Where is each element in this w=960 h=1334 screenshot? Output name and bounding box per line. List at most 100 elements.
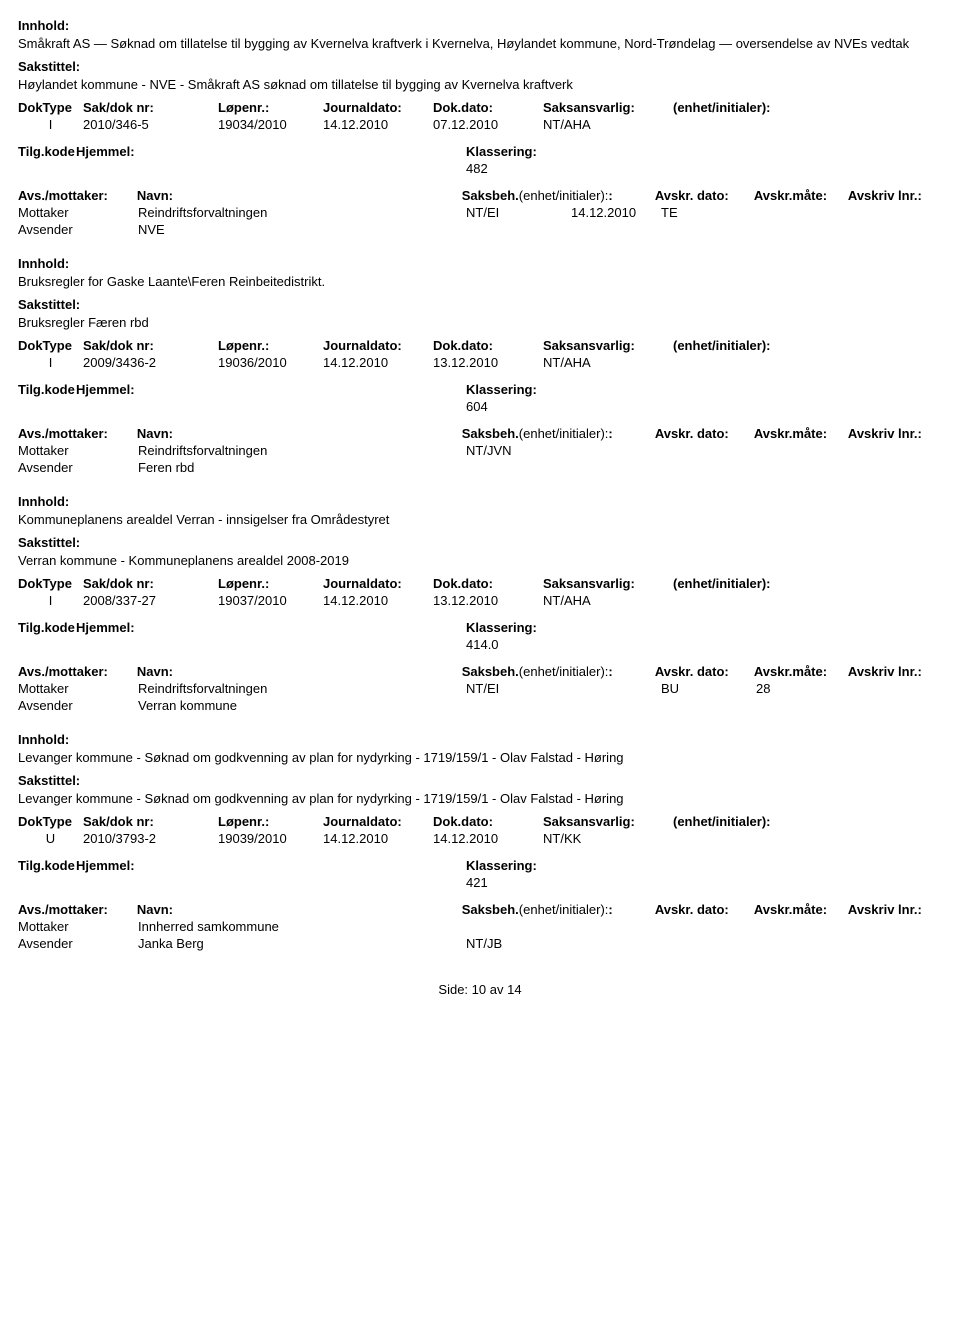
journaldato-header: Journaldato: [323, 99, 433, 116]
mottaker-saksbeh: NT/JVN [466, 442, 571, 459]
avskrivlnr-header: Avskriv lnr.: [848, 187, 942, 204]
hjemmel-value [76, 398, 466, 400]
avsender-avskrdato [571, 221, 661, 223]
sakstittel-text: Levanger kommune - Søknad om godkvenning… [18, 790, 942, 808]
saksbeh-header: Saksbeh.(enhet/initialer):: [462, 901, 655, 918]
lopenr-header: Løpenr.: [218, 337, 323, 354]
mottaker-avskrdato [571, 442, 661, 444]
mottaker-label: Mottaker [18, 918, 138, 935]
hjemmel-header: Hjemmel: [76, 619, 466, 636]
avskrdato-header: Avskr. dato: [655, 663, 754, 680]
avsender-navn: NVE [138, 221, 466, 238]
mottaker-avskrmate: BU [661, 680, 756, 697]
mottaker-row: MottakerReindriftsforvaltningenNT/EIBU28 [18, 680, 942, 697]
mottaker-avskrivlnr [756, 918, 851, 920]
klassering-header: Klassering: [466, 857, 586, 874]
enhet-value [673, 354, 813, 356]
avsender-label: Avsender [18, 459, 138, 476]
hjemmel-value-row: 421 [18, 874, 942, 891]
sakstittel-text: Høylandet kommune - NVE - Småkraft AS sø… [18, 76, 942, 94]
mottaker-saksbeh: NT/EI [466, 204, 571, 221]
avskrmate-header: Avskr.måte: [754, 663, 848, 680]
party-header-row: Avs./mottaker:Navn:Saksbeh.(enhet/initia… [18, 663, 942, 680]
journal-record: Innhold:Småkraft AS — Søknad om tillatel… [18, 18, 942, 238]
mottaker-label: Mottaker [18, 204, 138, 221]
enhet-header: (enhet/initialer): [673, 813, 813, 830]
sakdok-header: Sak/dok nr: [83, 337, 218, 354]
avskrivlnr-header: Avskriv lnr.: [848, 663, 942, 680]
enhet-value [673, 592, 813, 594]
sakstittel-label: Sakstittel: [18, 59, 942, 74]
mottaker-avskrmate [661, 918, 756, 920]
journaldato-value: 14.12.2010 [323, 592, 433, 609]
enhet-header: (enhet/initialer): [673, 575, 813, 592]
avsender-avskrdato [571, 935, 661, 937]
journal-record: Innhold:Bruksregler for Gaske Laante\Fer… [18, 256, 942, 476]
saksansvarlig-value: NT/AHA [543, 116, 673, 133]
navn-header: Navn: [137, 187, 462, 204]
meta-header-row: DokTypeSak/dok nr:Løpenr.:Journaldato:Do… [18, 575, 942, 592]
avsender-row: AvsenderVerran kommune [18, 697, 942, 714]
mottaker-label: Mottaker [18, 680, 138, 697]
doktype-header: DokType [18, 99, 83, 116]
avsender-avskrmate [661, 935, 756, 937]
journaldato-value: 14.12.2010 [323, 116, 433, 133]
mottaker-row: MottakerReindriftsforvaltningenNT/JVN [18, 442, 942, 459]
meta-header-row: DokTypeSak/dok nr:Løpenr.:Journaldato:Do… [18, 337, 942, 354]
sakdok-value: 2009/3436-2 [83, 354, 218, 371]
klassering-value: 414.0 [466, 636, 586, 653]
meta-value-row: I2008/337-2719037/201014.12.201013.12.20… [18, 592, 942, 609]
dokdato-header: Dok.dato: [433, 99, 543, 116]
avskrmate-header: Avskr.måte: [754, 187, 848, 204]
hjemmel-header-row: Tilg.kodeHjemmel:Klassering: [18, 381, 942, 398]
innhold-text: Levanger kommune - Søknad om godkvenning… [18, 749, 942, 767]
hjemmel-header: Hjemmel: [76, 857, 466, 874]
journaldato-header: Journaldato: [323, 813, 433, 830]
party-header-row: Avs./mottaker:Navn:Saksbeh.(enhet/initia… [18, 425, 942, 442]
avskrivlnr-header: Avskriv lnr.: [848, 901, 942, 918]
mottaker-avskrivlnr: 28 [756, 680, 851, 697]
hjemmel-value [76, 160, 466, 162]
tilgkode-value [18, 398, 76, 400]
avsender-label: Avsender [18, 935, 138, 952]
enhet-value [673, 116, 813, 118]
hjemmel-value [76, 874, 466, 876]
avskrmate-header: Avskr.måte: [754, 901, 848, 918]
mottaker-row: MottakerReindriftsforvaltningenNT/EI14.1… [18, 204, 942, 221]
hjemmel-value-row: 414.0 [18, 636, 942, 653]
innhold-label: Innhold: [18, 732, 942, 747]
innhold-text: Småkraft AS — Søknad om tillatelse til b… [18, 35, 942, 53]
klassering-value: 482 [466, 160, 586, 177]
hjemmel-value-row: 482 [18, 160, 942, 177]
mottaker-avskrdato: 14.12.2010 [571, 204, 661, 221]
avsender-avskrdato [571, 697, 661, 699]
mottaker-row: MottakerInnherred samkommune [18, 918, 942, 935]
hjemmel-header: Hjemmel: [76, 381, 466, 398]
mottaker-navn: Innherred samkommune [138, 918, 466, 935]
meta-header-row: DokTypeSak/dok nr:Løpenr.:Journaldato:Do… [18, 813, 942, 830]
meta-header-row: DokTypeSak/dok nr:Løpenr.:Journaldato:Do… [18, 99, 942, 116]
tilgkode-value [18, 874, 76, 876]
mottaker-navn: Reindriftsforvaltningen [138, 204, 466, 221]
lopenr-value: 19039/2010 [218, 830, 323, 847]
journaldato-value: 14.12.2010 [323, 354, 433, 371]
avsender-avskrivlnr [756, 697, 851, 699]
tilgkode-header: Tilg.kode [18, 619, 76, 636]
avskrmate-header: Avskr.måte: [754, 425, 848, 442]
avsender-saksbeh [466, 459, 571, 461]
saksansvarlig-value: NT/KK [543, 830, 673, 847]
mottaker-avskrmate: TE [661, 204, 756, 221]
mottaker-navn: Reindriftsforvaltningen [138, 442, 466, 459]
sakdok-header: Sak/dok nr: [83, 575, 218, 592]
sakdok-value: 2008/337-27 [83, 592, 218, 609]
saksansvarlig-value: NT/AHA [543, 354, 673, 371]
avsmottaker-header: Avs./mottaker: [18, 425, 137, 442]
journaldato-value: 14.12.2010 [323, 830, 433, 847]
avsender-avskrmate [661, 697, 756, 699]
avsender-saksbeh [466, 697, 571, 699]
tilgkode-header: Tilg.kode [18, 143, 76, 160]
avsender-row: AvsenderNVE [18, 221, 942, 238]
dokdato-value: 13.12.2010 [433, 592, 543, 609]
innhold-label: Innhold: [18, 256, 942, 271]
saksbeh-header: Saksbeh.(enhet/initialer):: [462, 425, 655, 442]
